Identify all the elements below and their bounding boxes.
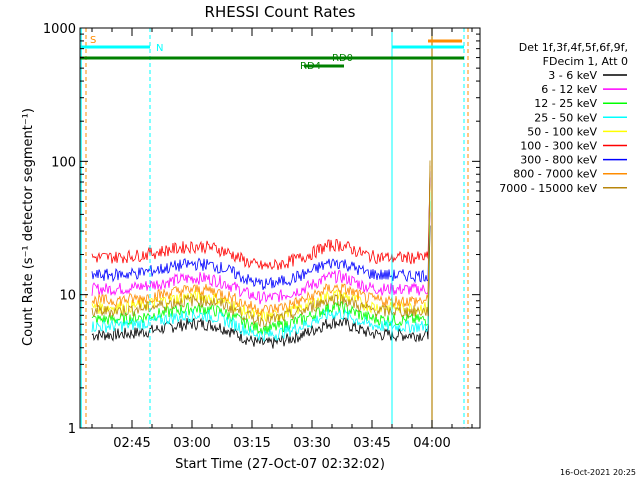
x-tick-label-4: 03:45 bbox=[353, 436, 390, 451]
y-tick-label-0: 1 bbox=[68, 422, 76, 437]
y-tick-label-1: 10 bbox=[59, 289, 76, 304]
series-line-6 bbox=[91, 171, 431, 291]
legend: Det 1f,3f,4f,5f,6f,9f,FDecim 1, Att 03 -… bbox=[499, 41, 628, 195]
legend-header-0: Det 1f,3f,4f,5f,6f,9f, bbox=[519, 41, 628, 54]
legend-label-2: 12 - 25 keV bbox=[534, 97, 597, 110]
label-rd0: RD0 bbox=[332, 53, 353, 64]
plot-area: S N RD0 RD4 1 10 100 1000 02:45 03:00 03:15 03:30 03… bbox=[43, 22, 481, 451]
legend-label-7: 800 - 7000 keV bbox=[513, 168, 597, 181]
x-tick-label-3: 03:30 bbox=[293, 436, 330, 451]
x-tick-label-5: 04:00 bbox=[413, 436, 450, 451]
legend-label-5: 100 - 300 keV bbox=[520, 140, 597, 153]
series-line-1 bbox=[91, 212, 431, 305]
x-tick-label-2: 03:15 bbox=[233, 436, 270, 451]
y-tick-label-2: 100 bbox=[51, 155, 76, 170]
legend-label-4: 50 - 100 keV bbox=[527, 125, 597, 138]
series-line-8 bbox=[91, 160, 431, 328]
legend-label-0: 3 - 6 keV bbox=[548, 69, 597, 82]
chart-title: RHESSI Count Rates bbox=[205, 3, 356, 21]
y-axis-label: Count Rate (s⁻¹ detector segment⁻¹) bbox=[21, 108, 36, 346]
legend-label-8: 7000 - 15000 keV bbox=[499, 182, 597, 195]
label-n: N bbox=[156, 43, 163, 54]
label-s: S bbox=[90, 35, 96, 46]
x-tick-label-0: 02:45 bbox=[113, 436, 150, 451]
x-tick-label-1: 03:00 bbox=[173, 436, 210, 451]
x-axis-label: Start Time (27-Oct-07 02:32:02) bbox=[175, 457, 385, 472]
series-line-2 bbox=[91, 201, 431, 335]
series-line-7 bbox=[91, 165, 431, 317]
timestamp-footer: 16-Oct-2021 20:25 bbox=[560, 468, 636, 477]
legend-header-1: FDecim 1, Att 0 bbox=[543, 55, 628, 68]
series-line-4 bbox=[91, 184, 431, 322]
legend-label-6: 300 - 800 keV bbox=[520, 154, 597, 167]
series-line-3 bbox=[91, 192, 431, 342]
series-line-5 bbox=[91, 177, 431, 271]
label-rd4: RD4 bbox=[300, 61, 321, 72]
legend-label-1: 6 - 12 keV bbox=[541, 83, 597, 96]
legend-label-3: 25 - 50 keV bbox=[534, 111, 597, 124]
plot-frame bbox=[79, 27, 481, 429]
y-tick-label-3: 1000 bbox=[43, 22, 76, 37]
series-line-0 bbox=[91, 225, 431, 349]
